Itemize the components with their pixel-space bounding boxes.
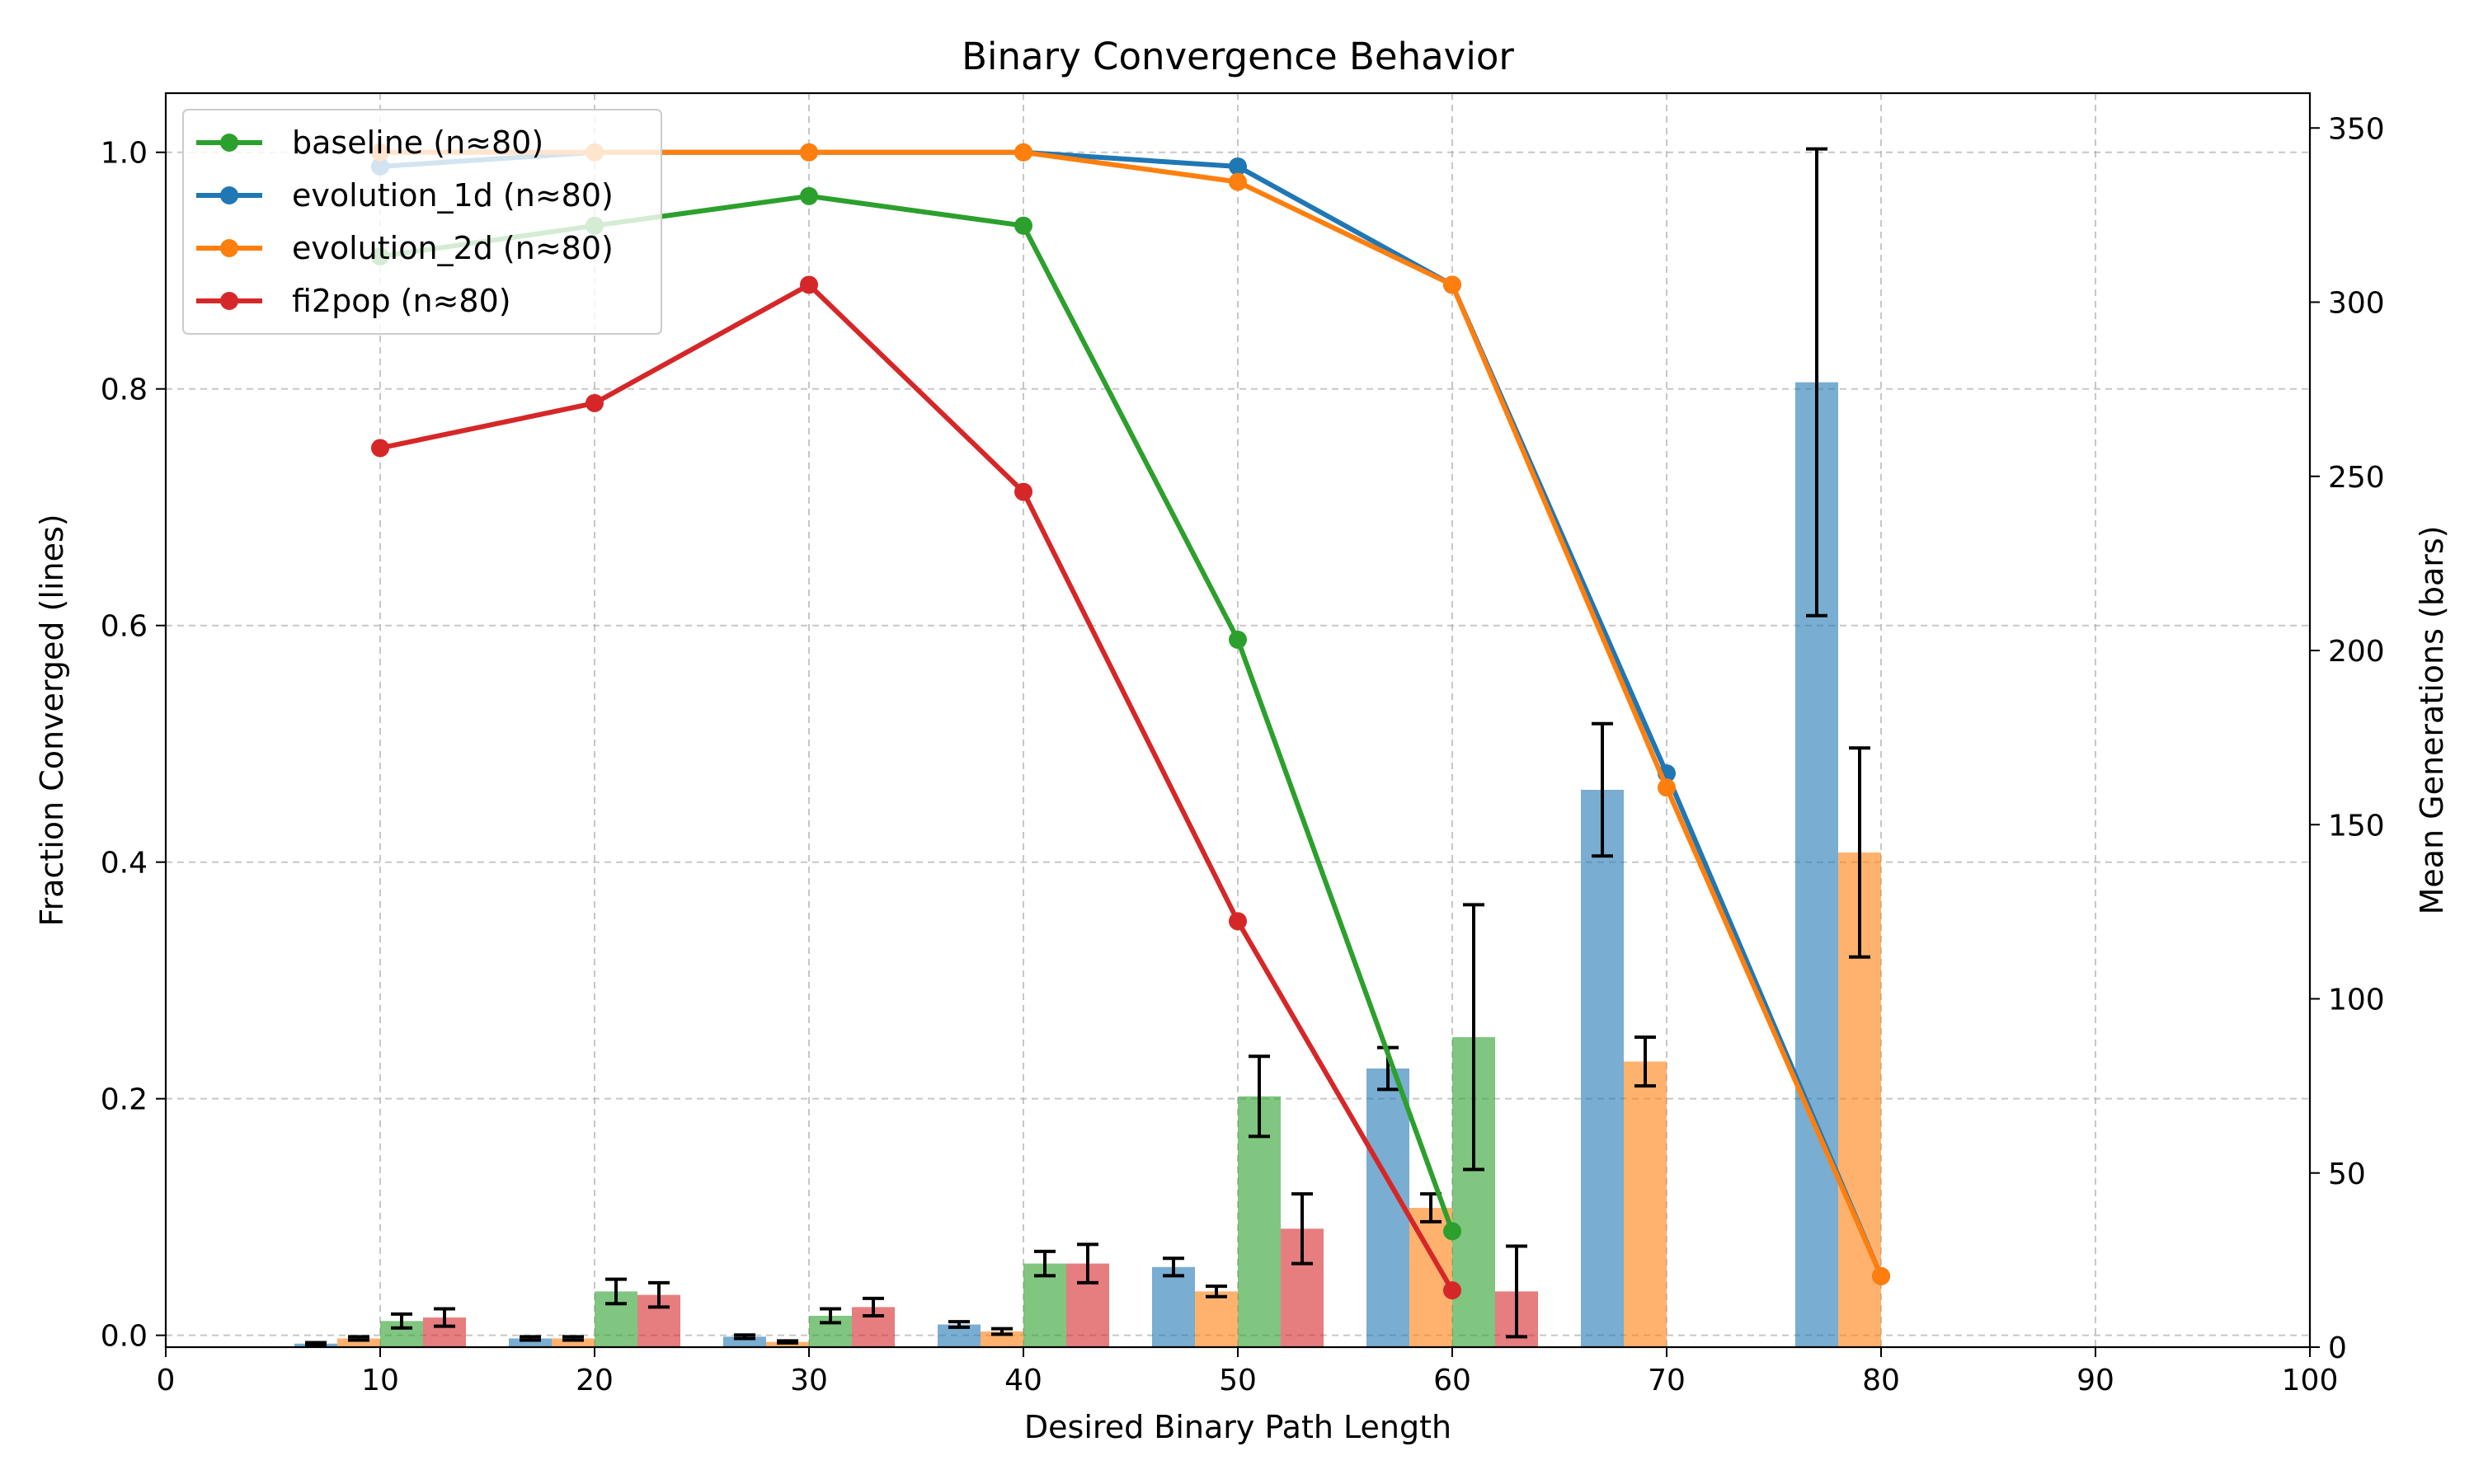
y-tick-label-left: 0.6 — [101, 610, 148, 644]
y-axis-right: 0 50 100 150 200 250 300 350 — [2310, 112, 2385, 1365]
bar-evolution-1d-n-80 — [1581, 790, 1624, 1347]
y-axis-label-right: Mean Generations (bars) — [2414, 526, 2450, 915]
y-tick-label-right: 0 — [2328, 1331, 2347, 1365]
point-fi2pop-n-80 — [1014, 482, 1032, 501]
x-tick-label: 30 — [790, 1364, 828, 1397]
y-tick-label-right: 100 — [2328, 984, 2385, 1017]
point-evolution-2d-n-80 — [800, 143, 818, 162]
legend: baseline (n≈80) evolution_1d (n≈80) evolut… — [182, 109, 662, 335]
x-tick-label: 0 — [157, 1364, 176, 1397]
x-tick-label: 90 — [2077, 1364, 2114, 1397]
point-fi2pop-n-80 — [1443, 1281, 1461, 1300]
y-tick-label-right: 250 — [2328, 461, 2385, 495]
x-tick-label: 10 — [361, 1364, 399, 1397]
y-tick-label-right: 150 — [2328, 809, 2385, 843]
point-fi2pop-n-80 — [1229, 912, 1247, 931]
y-tick-label-left: 0.8 — [101, 373, 148, 407]
line-fi2pop-n-80 — [378, 282, 1455, 1294]
bar-evolution-2d-n-80 — [1195, 1291, 1238, 1347]
legend-marker-evolution-2d-n-80 — [220, 239, 238, 257]
y-axis-left: 0.0 0.2 0.4 0.6 0.8 1.0 — [101, 137, 166, 1354]
point-baseline-n-80 — [1229, 630, 1247, 649]
y-axis-label-left: Fraction Converged (lines) — [34, 514, 70, 926]
legend-label-fi2pop-n-80: fi2pop (n≈80) — [292, 283, 511, 319]
point-evolution-2d-n-80 — [1443, 275, 1461, 294]
y-tick-label-left: 0.2 — [101, 1083, 148, 1117]
x-tick-label: 80 — [1862, 1364, 1900, 1397]
y-tick-label-right: 200 — [2328, 635, 2385, 669]
point-fi2pop-n-80 — [371, 439, 389, 458]
y-tick-label-right: 300 — [2328, 287, 2385, 321]
point-baseline-n-80 — [1443, 1222, 1461, 1241]
x-tick-label: 70 — [1648, 1364, 1686, 1397]
point-evolution-2d-n-80 — [1014, 143, 1032, 162]
y-tick-label-right: 350 — [2328, 112, 2385, 146]
bar-baseline-n-80 — [1238, 1096, 1281, 1347]
legend-label-baseline-n-80: baseline (n≈80) — [292, 124, 543, 161]
legend-marker-fi2pop-n-80 — [220, 292, 238, 310]
x-tick-label: 40 — [1004, 1364, 1042, 1397]
point-evolution-1d-n-80 — [1229, 157, 1247, 176]
legend-label-evolution-2d-n-80: evolution_2d (n≈80) — [292, 230, 614, 266]
legend-marker-evolution-1d-n-80 — [220, 186, 238, 204]
point-baseline-n-80 — [800, 186, 818, 205]
bar-evolution-2d-n-80 — [1624, 1061, 1667, 1347]
y-tick-label-right: 50 — [2328, 1158, 2366, 1191]
bar-evolution-1d-n-80 — [509, 1338, 552, 1347]
bars — [294, 382, 1881, 1347]
y-tick-label-left: 0.4 — [101, 847, 148, 881]
point-fi2pop-n-80 — [800, 275, 818, 294]
legend-label-evolution-1d-n-80: evolution_1d (n≈80) — [292, 177, 614, 214]
point-fi2pop-n-80 — [586, 393, 604, 412]
point-evolution-2d-n-80 — [1229, 172, 1247, 191]
x-tick-label: 50 — [1219, 1364, 1257, 1397]
bar-baseline-n-80 — [1023, 1263, 1066, 1347]
y-tick-label-left: 0.0 — [101, 1320, 148, 1354]
x-tick-label: 100 — [2282, 1364, 2339, 1397]
legend-marker-baseline-n-80 — [220, 134, 238, 152]
point-evolution-2d-n-80 — [1658, 778, 1676, 797]
x-axis: 0 10 20 30 40 50 60 70 80 90 100 — [157, 1347, 2339, 1397]
y-tick-label-left: 1.0 — [101, 137, 148, 171]
x-axis-label: Desired Binary Path Length — [1024, 1409, 1451, 1445]
legend-box — [182, 109, 662, 335]
x-tick-label: 60 — [1433, 1364, 1471, 1397]
bar-evolution-2d-n-80 — [337, 1338, 380, 1347]
bar-evolution-1d-n-80 — [1152, 1266, 1195, 1347]
x-tick-label: 20 — [576, 1364, 614, 1397]
point-evolution-2d-n-80 — [1872, 1266, 1890, 1285]
chart-title: Binary Convergence Behavior — [962, 35, 1514, 78]
bar-evolution-2d-n-80 — [552, 1338, 595, 1347]
point-baseline-n-80 — [1014, 216, 1032, 235]
